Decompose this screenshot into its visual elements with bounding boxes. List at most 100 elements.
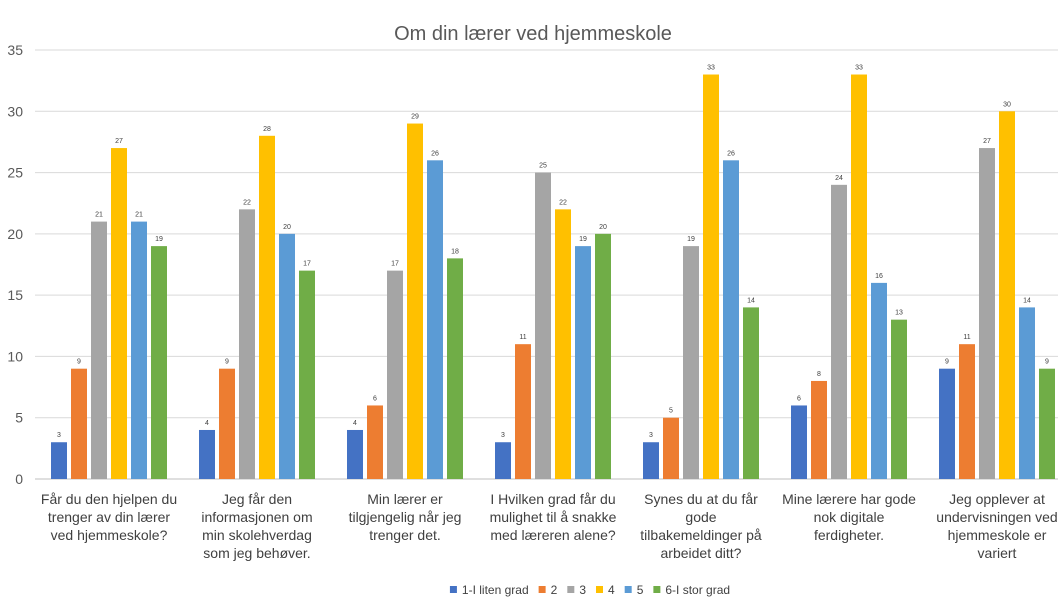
data-label: 26 (431, 150, 439, 157)
data-label: 33 (855, 65, 863, 72)
legend-item: 3 (567, 583, 586, 597)
data-label: 4 (353, 420, 357, 427)
bar (131, 221, 147, 479)
bar (219, 368, 235, 479)
chart-title: Om din lærer ved hjemmeskole (394, 23, 672, 45)
bar (151, 246, 167, 479)
bar (663, 417, 679, 479)
bar (703, 74, 719, 479)
legend-item: 2 (538, 583, 558, 597)
data-label: 3 (57, 432, 61, 439)
legend-swatch (596, 586, 603, 593)
data-label: 29 (411, 114, 419, 121)
data-label: 3 (501, 432, 505, 439)
x-axis: Får du den hjelpen du trenger av din lære… (41, 491, 1058, 561)
data-label: 20 (283, 224, 291, 231)
data-label: 13 (895, 310, 903, 317)
category-label: Jeg opplever at undervisningen ved hjemmes… (936, 491, 1057, 561)
category-label: Får du den hjelpen du trenger av din lære… (41, 491, 177, 543)
data-label: 3 (649, 432, 653, 439)
y-axis: 0 5 10 15 20 25 30 35 (7, 42, 23, 487)
data-label: 9 (945, 359, 949, 366)
y-tick-label: 5 (15, 410, 23, 426)
bar (259, 135, 275, 480)
data-label: 9 (1045, 359, 1049, 366)
bar (851, 74, 867, 479)
legend-item: 4 (596, 583, 615, 597)
data-label: 25 (539, 163, 547, 170)
data-label: 4 (205, 420, 209, 427)
data-label: 6 (373, 395, 377, 402)
bar (979, 148, 995, 480)
legend-swatch (538, 586, 546, 593)
y-tick-label: 25 (7, 165, 23, 181)
bar (1019, 307, 1035, 479)
category-label: Mine lærere har gode nok digitale ferdighe… (782, 491, 916, 543)
category-label: I Hvilken grad får du mulighet til å snak… (490, 491, 617, 543)
legend-item: 6-I stor grad (653, 583, 730, 597)
legend-label: 5 (637, 583, 644, 597)
data-label: 11 (519, 334, 526, 341)
data-label: 26 (727, 150, 735, 157)
data-label: 9 (225, 359, 229, 366)
data-label: 33 (707, 65, 715, 72)
data-label: 22 (559, 199, 567, 206)
category-label: Min lærer er tilgjengelig når jeg trenger … (349, 491, 462, 543)
bar (791, 405, 807, 479)
data-label: 21 (135, 212, 143, 219)
legend-swatch (567, 586, 575, 593)
data-label: 16 (875, 273, 883, 280)
bar (743, 307, 759, 479)
bar (71, 368, 87, 479)
data-label: 27 (115, 138, 123, 145)
data-label: 11 (963, 334, 970, 341)
bar (299, 270, 315, 479)
data-label: 14 (747, 297, 755, 304)
bar (643, 442, 659, 479)
y-tick-label: 30 (7, 103, 23, 119)
data-label: 18 (451, 248, 459, 255)
bar (51, 442, 67, 479)
legend-item: 1-I liten grad (449, 583, 529, 597)
bar (595, 233, 611, 479)
category-label: Jeg får den informasjonen om min skolehver… (201, 491, 312, 561)
data-label: 27 (983, 138, 991, 145)
data-label: 14 (1023, 297, 1031, 304)
data-label: 19 (155, 236, 163, 243)
legend-label: 3 (579, 583, 586, 597)
bar (447, 258, 463, 479)
data-label: 19 (687, 236, 695, 243)
bar (555, 209, 571, 480)
bar (723, 160, 739, 480)
bar (91, 221, 107, 479)
legend-label: 2 (551, 583, 558, 597)
data-label: 17 (303, 261, 311, 268)
bar (515, 344, 531, 479)
legend-swatch (624, 586, 632, 593)
y-tick-label: 10 (7, 348, 23, 364)
bar (1039, 368, 1055, 479)
y-tick-label: 0 (15, 471, 23, 487)
bar (239, 209, 255, 480)
y-tick-label: 15 (7, 287, 23, 303)
bar (387, 270, 403, 479)
data-label: 20 (599, 224, 607, 231)
legend: 1-I liten grad 2 3 4 5 6-I stor grad (449, 583, 730, 597)
legend-item: 5 (624, 583, 644, 597)
y-tick-label: 35 (7, 42, 23, 58)
bar (199, 429, 215, 479)
data-label: 17 (391, 261, 399, 268)
data-label: 19 (579, 236, 587, 243)
bar (111, 148, 127, 480)
bar (871, 282, 887, 479)
legend-label: 4 (608, 583, 615, 597)
data-label: 28 (263, 126, 271, 133)
bar (831, 184, 847, 480)
category-label: Synes du at du får gode tilbakemeldinger p… (640, 491, 762, 561)
bar (683, 246, 699, 479)
bar (407, 123, 423, 480)
bar (575, 246, 591, 479)
y-tick-label: 20 (7, 226, 23, 242)
